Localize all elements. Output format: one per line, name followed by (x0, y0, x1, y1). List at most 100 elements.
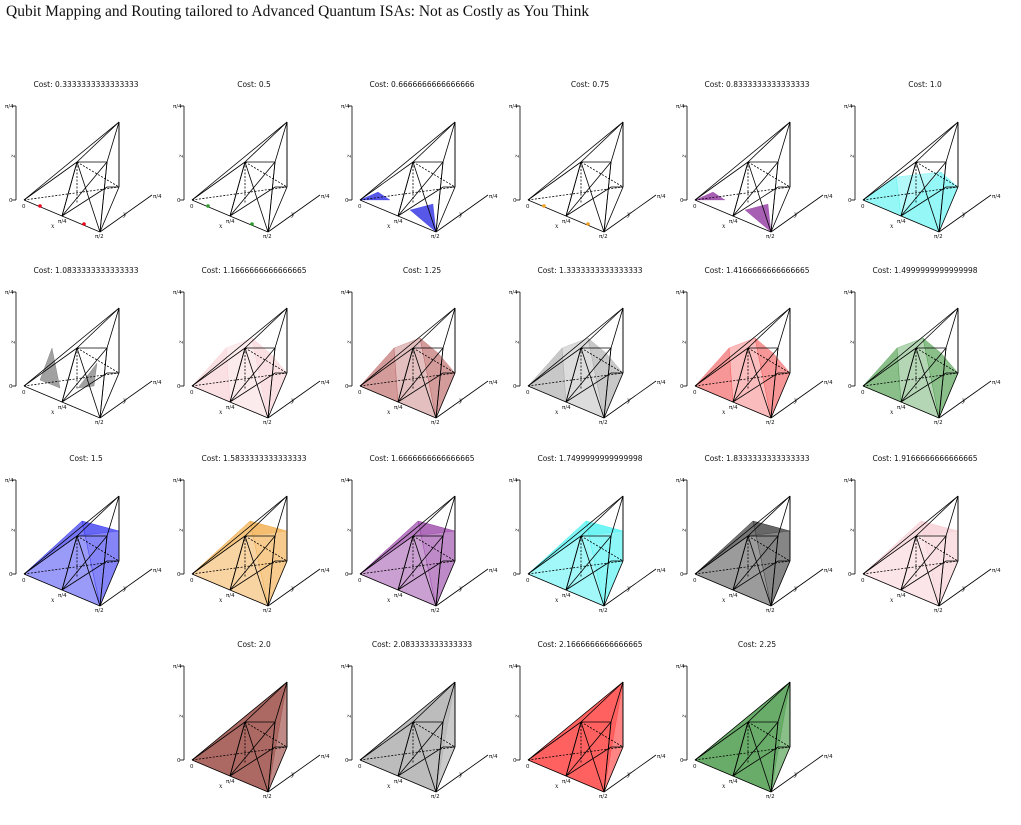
polytope-edge (435, 721, 444, 793)
polytope-hidden-edge (244, 161, 288, 188)
x-tick-label-mid: π/4 (729, 405, 738, 411)
polytope-panel: Cost: 1.8333333333333333 π/4 0 0 π/4 π/2 π/4 x y… (673, 454, 841, 639)
polytope-panel: Cost: 1.5 π/4 0 0 π/4 π/2 π/4 x y z (2, 454, 170, 639)
panel-title: Cost: 1.6666666666666665 (369, 454, 475, 463)
polytope-edge (527, 681, 624, 761)
z-tick-label-top: π/4 (509, 104, 518, 110)
polytope-edge (397, 372, 444, 403)
y-tick-label-end: π/4 (321, 380, 330, 386)
x-axis-label: x (387, 409, 391, 416)
polytope-hidden-edge (191, 186, 288, 201)
polytope-edge (770, 746, 791, 793)
polytope-hidden-edge (580, 161, 624, 188)
y-axis-label: y (626, 771, 631, 778)
polytope-edge (900, 372, 947, 403)
y-tick-label-end: π/4 (657, 380, 666, 386)
panel-title: Cost: 1.8333333333333333 (704, 454, 810, 463)
z-tick-label-zero: 0 (9, 572, 13, 578)
x-axis-label: x (219, 597, 223, 604)
polytope-edge (229, 372, 276, 403)
z-tick-label-zero: 0 (9, 198, 13, 204)
polytope-edge (694, 721, 749, 761)
x-tick-label-end: π/2 (263, 420, 272, 426)
polytope-edge (777, 495, 791, 537)
polytope-edge (580, 721, 605, 793)
polytope-edge (694, 495, 791, 575)
x-tick-label-mid: π/4 (897, 593, 906, 599)
x-tick-label-end: π/2 (599, 608, 608, 614)
z-axis-label: z (681, 340, 688, 345)
z-tick-label-top: π/4 (676, 290, 685, 296)
y-axis (770, 568, 824, 607)
z-tick-label-top: π/4 (341, 478, 350, 484)
x-tick-label-origin: 0 (190, 204, 194, 210)
polytope-edge (397, 161, 414, 217)
y-tick-label-end: π/4 (321, 754, 330, 760)
x-axis-label: x (219, 223, 223, 230)
polytope-edge (938, 347, 947, 419)
polytope-edge (732, 560, 779, 591)
polytope-edge (747, 161, 772, 233)
polytope-edge (565, 560, 612, 591)
polytope-edge (938, 560, 959, 607)
x-tick-label-end: π/2 (766, 234, 775, 240)
panel-title: Cost: 2.0 (237, 640, 271, 649)
z-axis-label: z (346, 340, 353, 345)
polytope-hidden-edge (862, 560, 959, 575)
z-axis-label: z (178, 714, 185, 719)
polytope-hidden-edge (412, 721, 456, 748)
x-tick-label-end: π/2 (263, 234, 272, 240)
z-tick-label-zero: 0 (9, 384, 13, 390)
polytope-edge (99, 535, 108, 607)
x-tick-label-origin: 0 (190, 764, 194, 770)
y-axis-label: y (458, 397, 463, 404)
polytope-edge (229, 535, 276, 591)
z-axis-label: z (514, 340, 521, 345)
polytope-edge (412, 681, 456, 723)
z-axis-label: z (10, 154, 17, 159)
polytope-edge (229, 560, 276, 591)
polytope-edge (61, 186, 108, 217)
z-tick-label-top: π/4 (509, 478, 518, 484)
y-tick-label-end: π/4 (489, 194, 498, 200)
polytope-edge (732, 347, 749, 403)
z-tick-label-zero: 0 (513, 198, 517, 204)
polytope-edge (442, 495, 456, 537)
polytope-edge (527, 495, 624, 575)
polytope-edge (23, 347, 78, 387)
polytope-edge (915, 495, 959, 537)
polytope-panel: Cost: 1.9166666666666665 π/4 0 0 π/4 π/2 π/4 x y… (841, 454, 1009, 639)
polytope-edge (23, 495, 120, 575)
y-axis (99, 194, 153, 233)
polytope-edge (274, 307, 288, 349)
y-axis (99, 568, 153, 607)
polytope-edge (777, 681, 791, 723)
polytope-edge (76, 121, 120, 163)
z-tick-label-zero: 0 (848, 198, 852, 204)
x-tick-label-origin: 0 (526, 390, 530, 396)
polytope-hidden-edge (527, 186, 624, 201)
polytope-edge (732, 721, 779, 777)
polytope-hidden-edge (694, 186, 791, 201)
polytope-edge (61, 535, 108, 591)
x-tick-label-mid: π/4 (58, 219, 67, 225)
y-axis (435, 380, 489, 419)
polytope-edge (244, 495, 288, 537)
polytope-edge (770, 161, 779, 233)
polytope-edge (900, 186, 947, 217)
x-tick-label-mid: π/4 (897, 219, 906, 225)
polytope-edge (229, 186, 276, 217)
region-face (359, 191, 391, 201)
panel-title: Cost: 1.0 (908, 80, 942, 89)
polytope-hidden-edge (191, 560, 288, 575)
panel-title: Cost: 1.0833333333333333 (33, 266, 139, 275)
x-tick-label-mid: π/4 (729, 779, 738, 785)
polytope-edge (397, 535, 444, 591)
polytope-panel: Cost: 0.8333333333333333 π/4 0 0 π/4 π/2 π/4 x y… (673, 80, 841, 265)
polytope-edge (244, 347, 269, 419)
x-tick-label-origin: 0 (861, 204, 865, 210)
